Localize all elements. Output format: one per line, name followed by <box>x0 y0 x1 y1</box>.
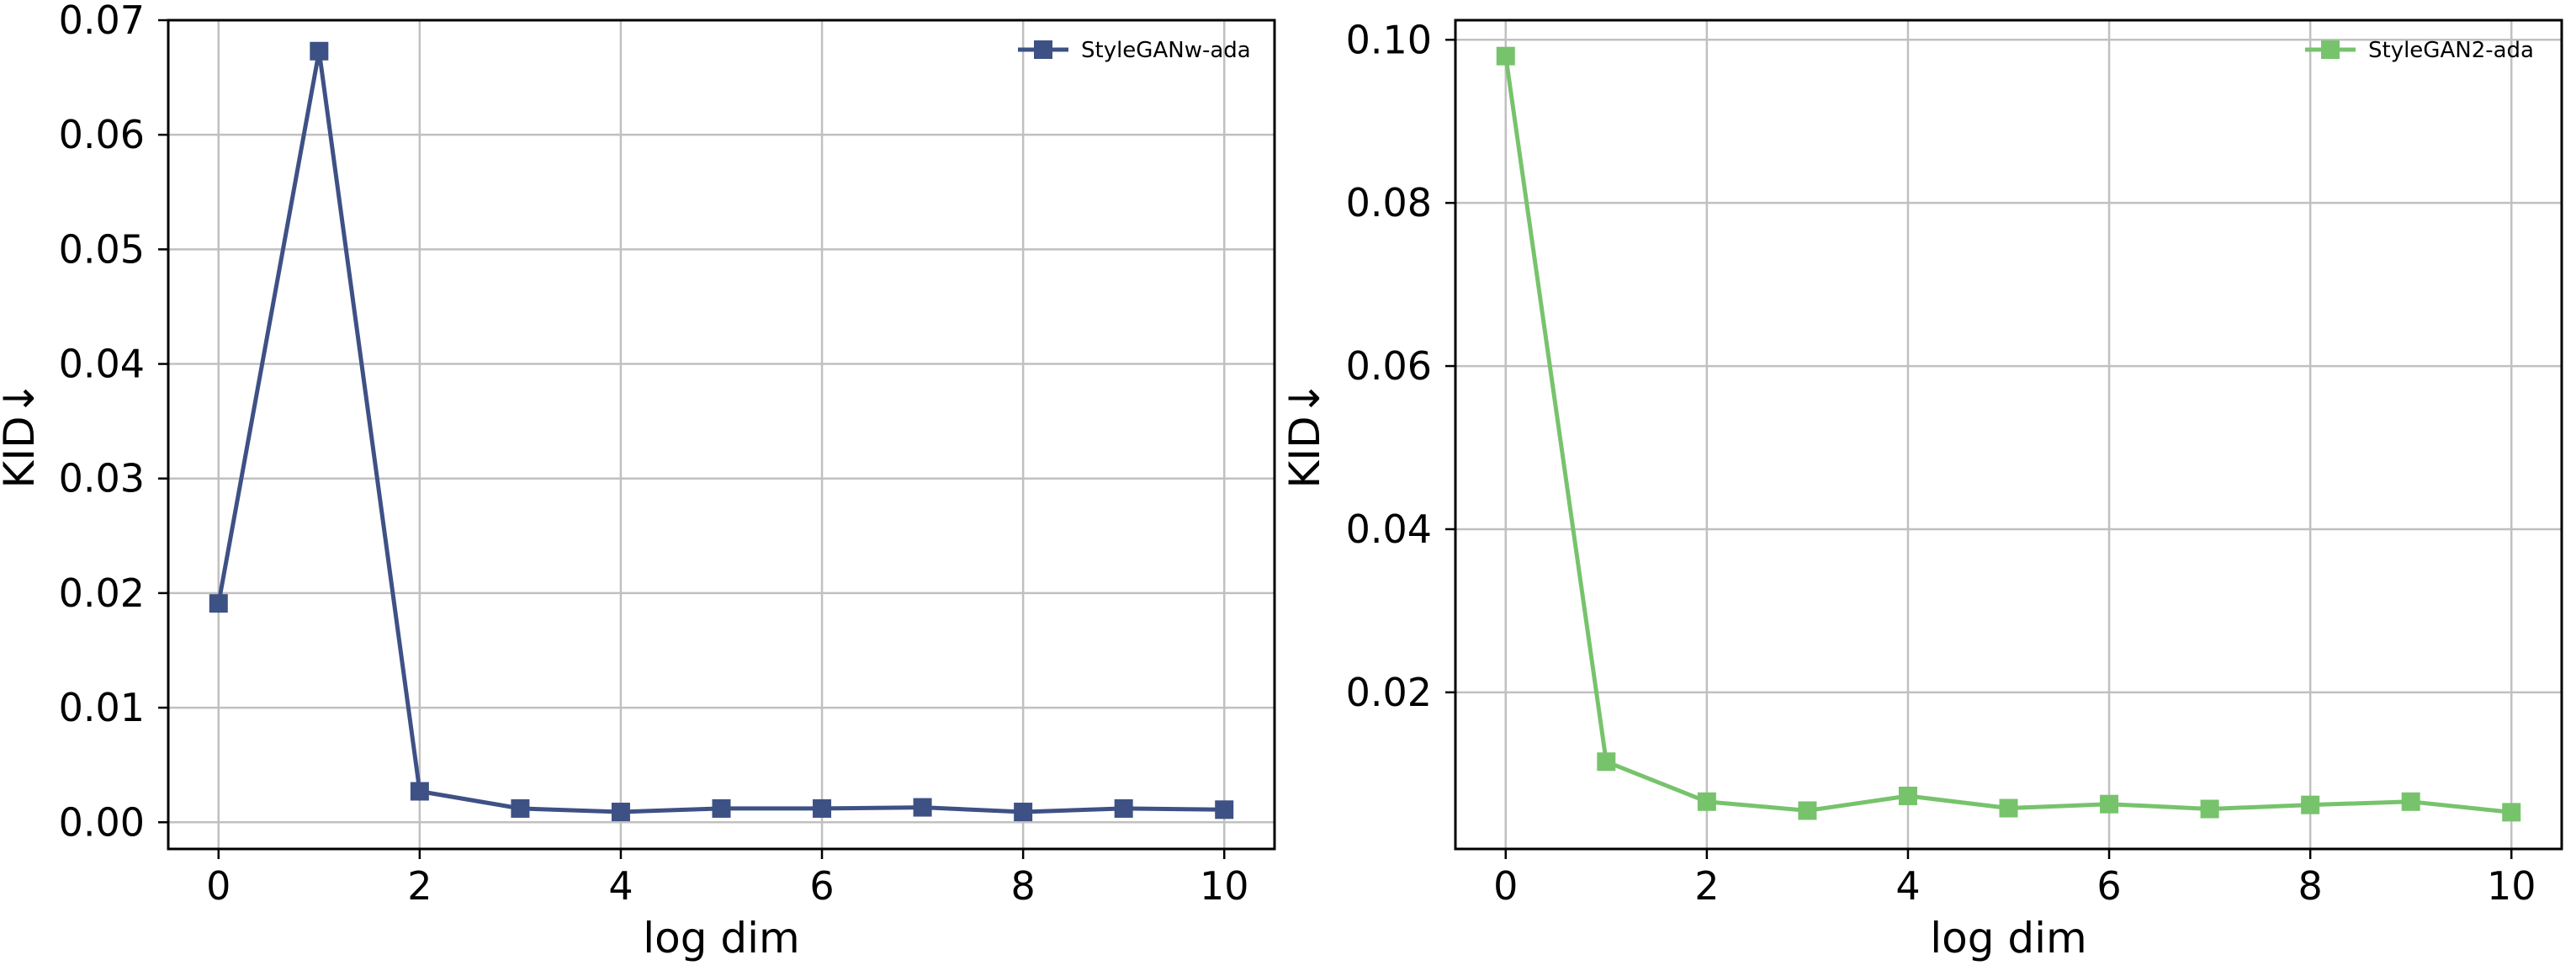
chart-0-x-tick-label-5: 10 <box>1200 863 1249 909</box>
chart-1-series-0-point-0 <box>1496 46 1515 66</box>
chart-0-series-0-point-1 <box>310 41 329 61</box>
chart-1-series-0-point-2 <box>1697 792 1716 811</box>
chart-1-series-0-point-1 <box>1597 752 1616 772</box>
chart-1-x-tick-label-4: 8 <box>2298 863 2322 909</box>
chart-1-y-tick-label-2: 0.06 <box>1346 343 1432 389</box>
chart-0-y-tick-label-4: 0.04 <box>59 342 145 387</box>
chart-0-y-axis-label: KID↓ <box>0 381 44 489</box>
chart-1-series-0-point-5 <box>1999 798 2018 818</box>
chart-0-series-0-point-3 <box>511 798 530 818</box>
chart-1-x-tick-label-0: 0 <box>1493 863 1518 909</box>
chart-0-series-0-point-2 <box>410 782 429 801</box>
chart-0-y-tick-label-5: 0.05 <box>59 226 145 272</box>
chart-0-y-tick-label-0: 0.00 <box>59 799 145 845</box>
chart-1-series-0-point-4 <box>1898 786 1917 805</box>
chart-0-legend-label-0: StyleGANw-ada <box>1081 38 1251 63</box>
chart-0-legend-marker-0 <box>1034 40 1052 59</box>
chart-1-plot-frame <box>1454 19 2563 851</box>
chart-1-x-tick-label-2: 4 <box>1895 863 1920 909</box>
chart-1-series-0-point-9 <box>2401 792 2420 811</box>
chart-0-series-0-point-6 <box>813 798 832 818</box>
chart-1-series-0-point-8 <box>2301 795 2320 814</box>
chart-0-y-tick-label-2: 0.02 <box>59 570 145 616</box>
chart-1-legend-marker-0 <box>2321 40 2340 59</box>
chart-0-series-0-point-8 <box>1014 803 1033 822</box>
chart-1-x-tick-label-3: 6 <box>2096 863 2121 909</box>
chart-1-series-0-point-6 <box>2100 794 2119 814</box>
chart-1-y-tick-label-3: 0.08 <box>1346 180 1432 225</box>
chart-0-x-tick-label-3: 6 <box>809 863 834 909</box>
chart-0-x-axis-label: log dim <box>643 914 799 963</box>
chart-0-y-tick-label-1: 0.01 <box>59 685 145 730</box>
chart-1-y-axis-label: KID↓ <box>1280 381 1329 489</box>
chart-1-series-0-point-10 <box>2502 803 2521 822</box>
chart-0-series-0-point-7 <box>913 798 932 817</box>
chart-0-y-tick-label-7: 0.07 <box>59 0 145 43</box>
chart-1-y-tick-label-4: 0.10 <box>1346 17 1432 62</box>
chart-0-series-0-point-0 <box>209 594 228 613</box>
chart-0-x-tick-label-1: 2 <box>407 863 432 909</box>
chart-1-x-tick-label-5: 10 <box>2487 863 2536 909</box>
chart-0-x-tick-label-0: 0 <box>206 863 231 909</box>
chart-1-series-0-point-3 <box>1798 801 1817 820</box>
chart-0-x-tick-label-4: 8 <box>1010 863 1035 909</box>
chart-0-series-0-point-5 <box>712 798 731 818</box>
chart-0-series-0-point-4 <box>611 803 630 822</box>
chart-1-legend-label-0: StyleGAN2-ada <box>2368 38 2534 63</box>
chart-0-plot-frame <box>167 19 1276 851</box>
chart-0-x-tick-label-2: 4 <box>608 863 633 909</box>
left-chart: 0 2 4 6 8 10 0.00 0.01 0.02 0.03 0.04 0.05 0.06 0.07 S… <box>0 0 1276 963</box>
chart-0-y-tick-label-6: 0.06 <box>59 112 145 157</box>
chart-0-y-tick-label-3: 0.03 <box>59 456 145 501</box>
chart-0-series-0-point-10 <box>1215 800 1234 820</box>
chart-1-y-tick-label-0: 0.02 <box>1346 670 1432 715</box>
chart-1-y-tick-label-1: 0.04 <box>1346 507 1432 552</box>
right-chart: 0 2 4 6 8 10 0.02 0.04 0.06 0.08 0.10 StyleGAN2-ada… <box>1280 17 2563 963</box>
chart-1-series-0-point-7 <box>2200 799 2219 819</box>
chart-1-x-axis-label: log dim <box>1930 914 2086 963</box>
chart-1-x-tick-label-1: 2 <box>1694 863 1719 909</box>
chart-0-series-0-point-9 <box>1114 798 1133 818</box>
